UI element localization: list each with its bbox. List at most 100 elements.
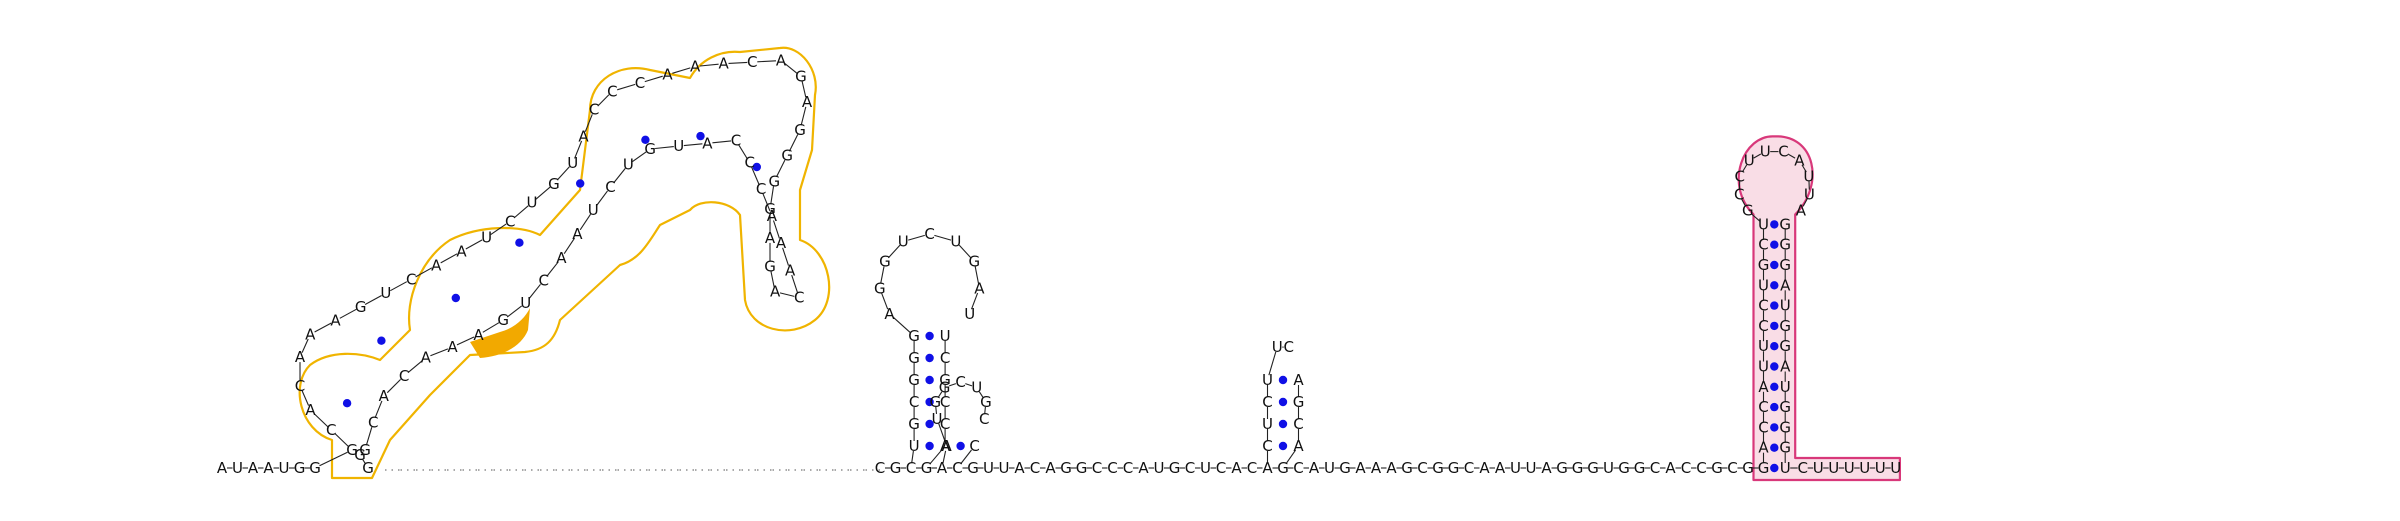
nucleotide-A: A: [1758, 378, 1769, 396]
nucleotide-C: C: [794, 289, 804, 307]
nucleotide-U: U: [1526, 459, 1537, 477]
nucleotide-C: C: [406, 270, 416, 288]
nucleotide-C: C: [1650, 459, 1660, 477]
nucleotide-G: G: [1401, 459, 1413, 477]
backbone-link: [430, 348, 449, 357]
base-pair-dot: [925, 353, 934, 363]
nucleotide-G: G: [1779, 236, 1791, 254]
nucleotide-C: C: [1696, 459, 1706, 477]
nucleotide-G: G: [980, 393, 992, 411]
nucleotide-A: A: [1355, 459, 1366, 477]
backbone-link: [762, 193, 771, 212]
nucleotide-U: U: [1758, 337, 1769, 355]
nucleotide-C: C: [635, 74, 645, 92]
base-pair-dot: [1278, 441, 1288, 451]
nucleotide-C: C: [1758, 398, 1768, 416]
nucleotide-A: A: [690, 58, 701, 76]
nucleotide-G: G: [874, 279, 886, 297]
nucleotide-A: A: [884, 305, 895, 323]
backbone-link: [655, 146, 674, 150]
nucleotide-G: G: [929, 393, 941, 411]
nucleotide-G: G: [1758, 256, 1770, 274]
nucleotide-C: C: [731, 131, 741, 149]
nucleotide-C: C: [607, 82, 617, 100]
nucleotide-G: G: [362, 459, 374, 477]
base-pair-dot: [377, 336, 386, 345]
nucleotide-A: A: [1495, 459, 1506, 477]
nucleotide-A: A: [379, 387, 390, 405]
base-pair-dot: [1770, 342, 1779, 351]
backbone-link: [374, 400, 383, 419]
nucleotide-C: C: [295, 377, 305, 395]
nucleotide-U: U: [567, 154, 578, 172]
backbone-link: [456, 336, 475, 346]
nucleotide-G: G: [1779, 256, 1791, 274]
base-pair-dot: [1770, 443, 1779, 452]
nucleotide-A: A: [1780, 358, 1791, 376]
nucleotide-A: A: [941, 437, 952, 455]
base-pair-dot: [1278, 397, 1288, 407]
nucleotide-G: G: [1711, 459, 1723, 477]
nucleotide-C: C: [1216, 459, 1226, 477]
nucleotide-U: U: [520, 294, 531, 312]
highlight-left-accent: [470, 308, 530, 358]
nucleotide-G: G: [939, 371, 951, 389]
backbone-link: [892, 316, 911, 334]
nucleotide-U: U: [1758, 276, 1769, 294]
backbone-link: [563, 237, 576, 255]
nucleotide-U: U: [1875, 459, 1886, 477]
nucleotide-A: A: [776, 52, 787, 70]
nucleotide-A: A: [770, 283, 781, 301]
nucleotide-U: U: [481, 228, 492, 246]
nucleotide-U: U: [1758, 215, 1769, 233]
nucleotide-G: G: [768, 172, 780, 190]
backbone-link: [929, 449, 943, 465]
nucleotide-C: C: [1797, 459, 1807, 477]
nucleotide-G: G: [497, 311, 509, 329]
backbone-link: [482, 322, 500, 333]
base-pair-dot: [1770, 402, 1779, 412]
nucleotide-A: A: [305, 325, 316, 343]
nucleotide-U: U: [1780, 378, 1791, 396]
backbone-link: [314, 322, 332, 333]
backbone-link: [911, 450, 914, 464]
backbone-link: [1753, 153, 1762, 159]
nucleotide-A: A: [1309, 459, 1320, 477]
nucleotide-G: G: [1587, 459, 1599, 477]
nucleotide-U: U: [1262, 415, 1273, 433]
nucleotide-G: G: [1779, 418, 1791, 436]
nucleotide-G: G: [1779, 439, 1791, 457]
base-pair-dot: [1770, 463, 1779, 473]
nucleotide-G: G: [359, 441, 371, 459]
base-pair-dot: [1770, 260, 1779, 270]
backbone-link: [712, 140, 732, 144]
base-pair-dot: [451, 293, 460, 303]
backbone-link: [313, 413, 329, 427]
nucleotide-A: A: [1045, 459, 1056, 477]
highlight-left-domain: [298, 46, 831, 480]
backbone-link: [1741, 198, 1746, 207]
backbone-link: [942, 450, 947, 464]
backbone-link: [728, 61, 748, 64]
nucleotide-C: C: [979, 410, 989, 428]
backbone-link: [1787, 153, 1796, 159]
backbone-link: [556, 166, 570, 181]
nucleotide-U: U: [1510, 459, 1521, 477]
backbone-link: [880, 266, 885, 284]
nucleotide-C: C: [952, 459, 962, 477]
backbone-link: [757, 60, 777, 63]
nucleotide-U: U: [1262, 371, 1273, 389]
nucleotide-U: U: [1760, 143, 1771, 161]
backbone-link: [319, 451, 348, 467]
base-pair-dot: [1278, 419, 1288, 429]
nucleotide-A: A: [1794, 152, 1805, 170]
nucleotide-U: U: [527, 194, 538, 212]
nucleotide-G: G: [1556, 459, 1568, 477]
base-pair-dot: [1770, 220, 1779, 229]
backbone-link: [934, 234, 952, 241]
nucleotide-C: C: [875, 459, 885, 477]
nucleotide-A: A: [765, 229, 776, 247]
nucleotide-U: U: [1828, 459, 1839, 477]
nucleotide-G: G: [309, 459, 321, 477]
nucleotide-G: G: [1779, 317, 1791, 335]
